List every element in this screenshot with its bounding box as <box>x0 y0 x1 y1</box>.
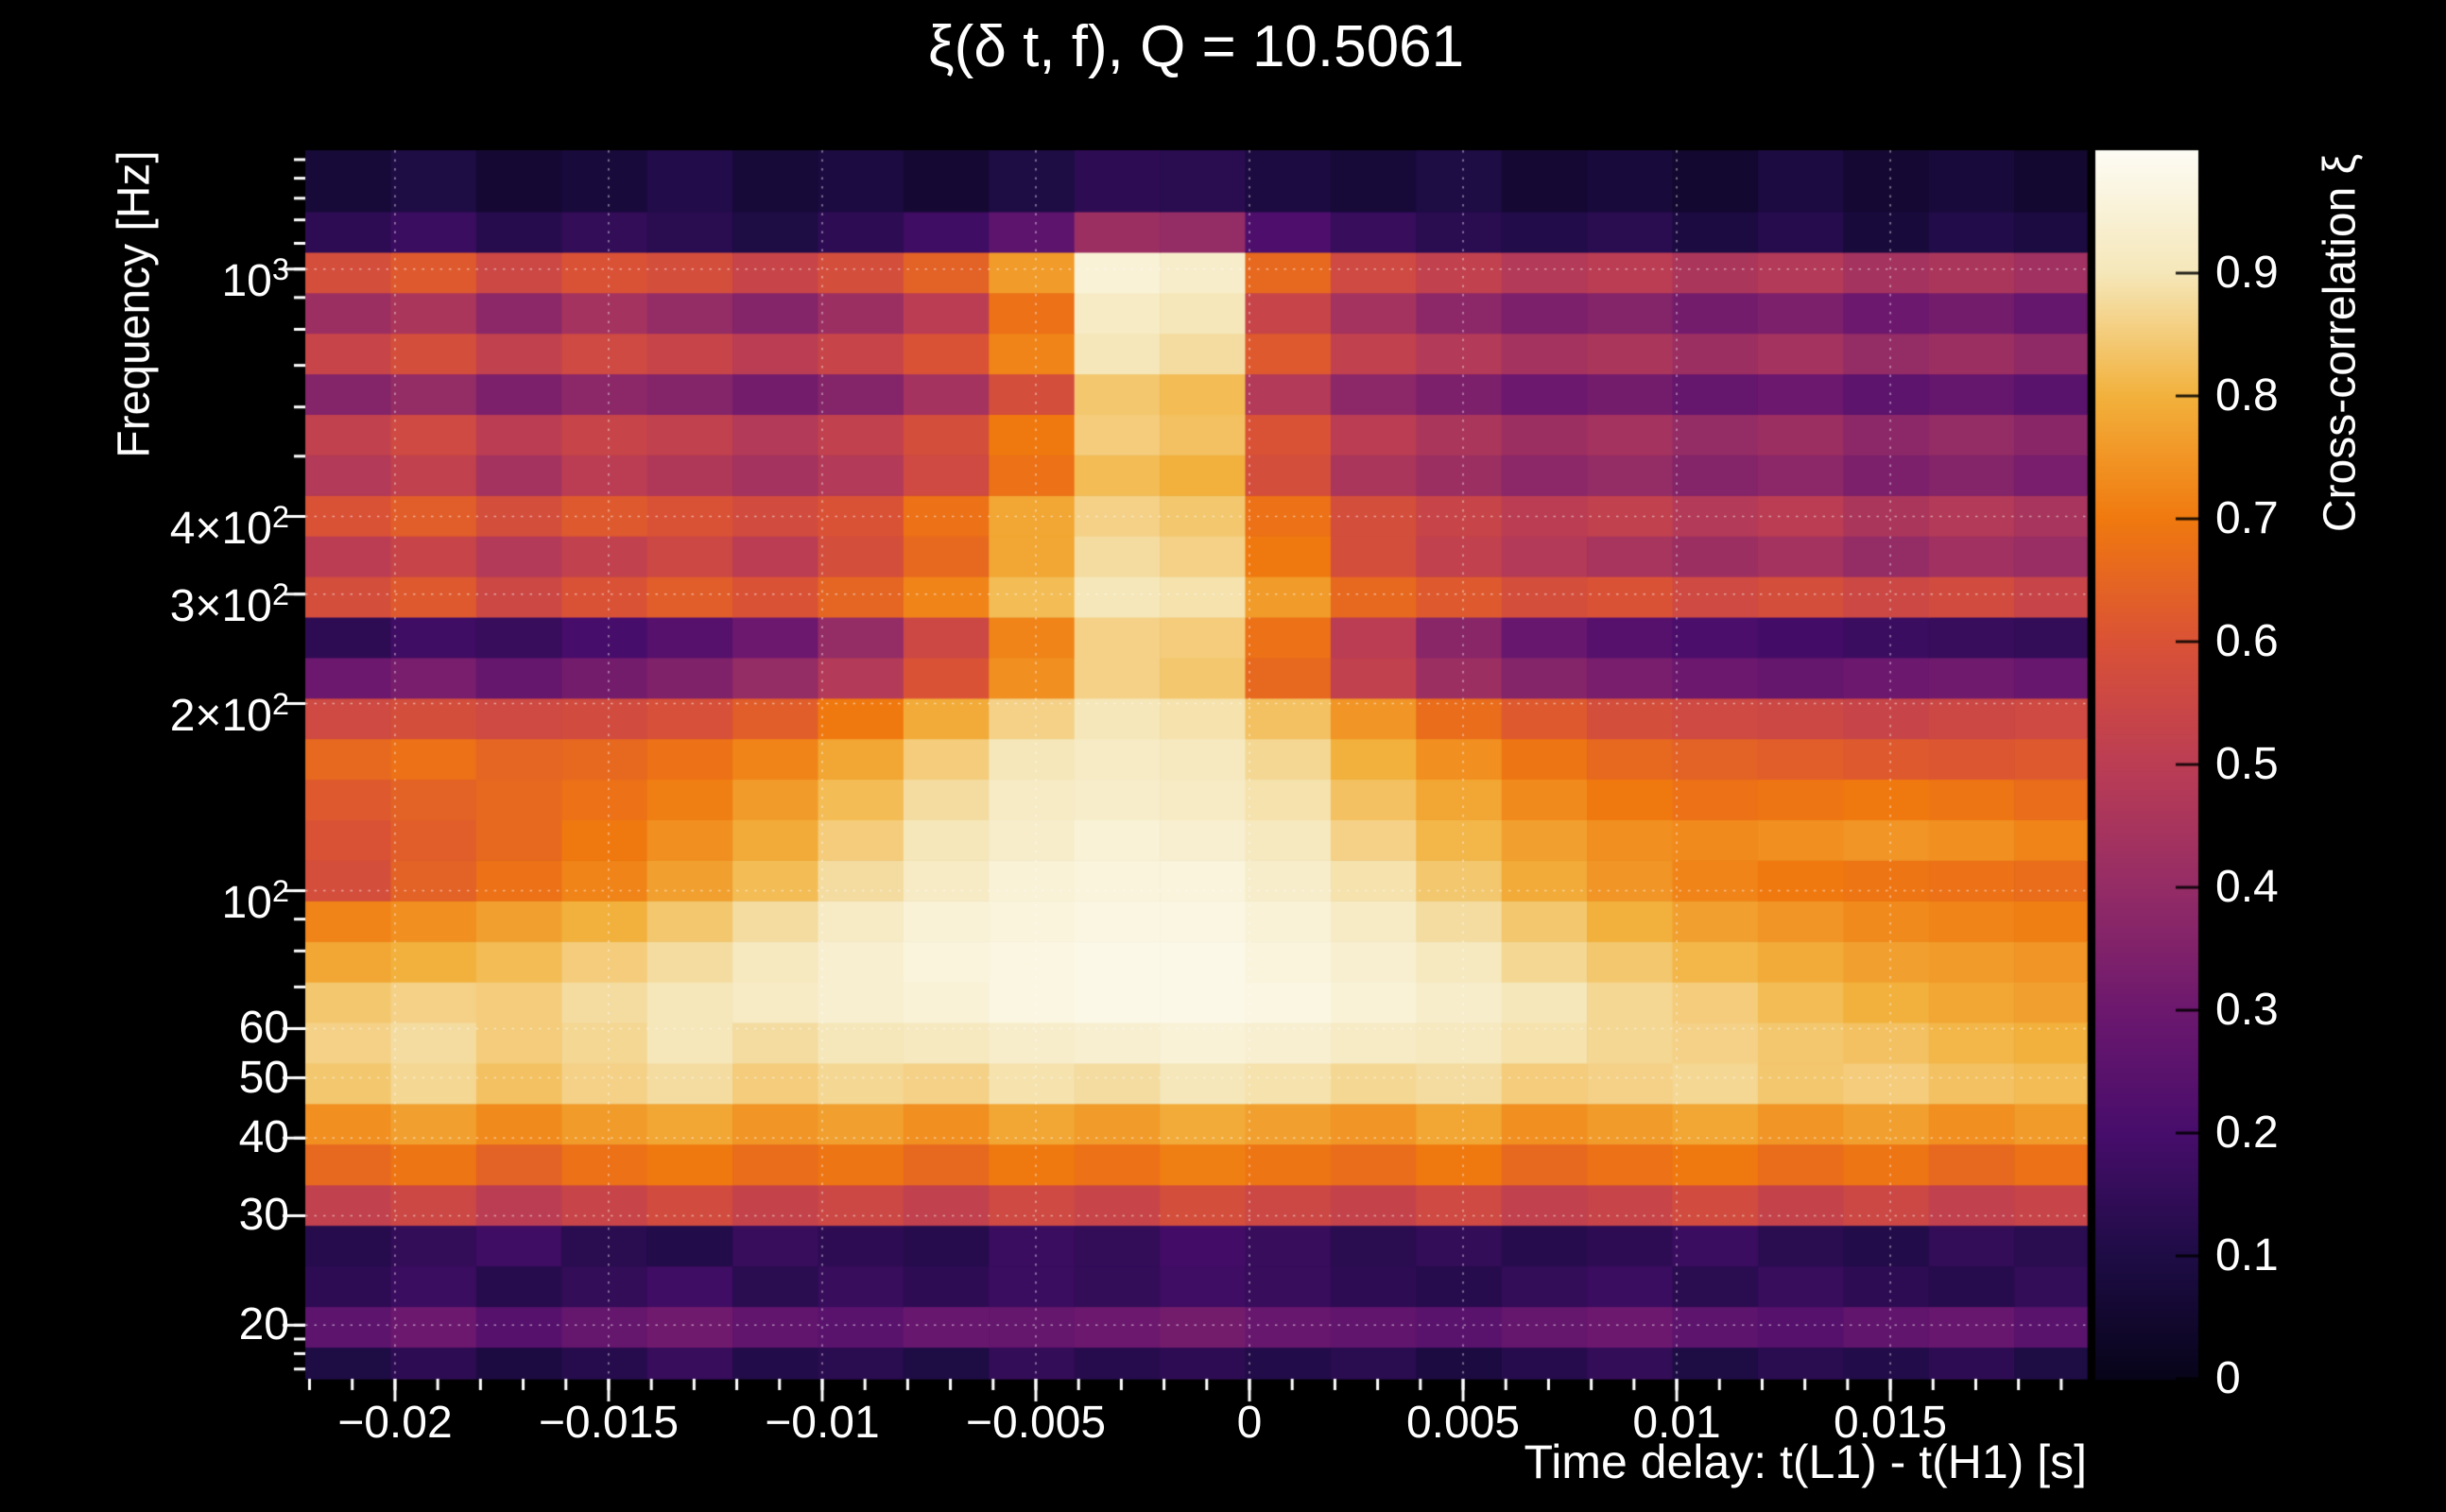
colorbar-tick-label: 0.5 <box>2215 739 2279 789</box>
x-tick-label: −0.02 <box>337 1398 453 1448</box>
y-tick-label: 50 <box>238 1052 289 1103</box>
colorbar-tick-label: 0.8 <box>2215 370 2279 421</box>
x-tick-label: −0.005 <box>965 1398 1107 1448</box>
colorbar-title: Cross-correlation ξ <box>2315 153 2366 533</box>
x-tick-label: 0 <box>1236 1398 1263 1448</box>
x-tick-label: −0.015 <box>538 1398 680 1448</box>
colorbar-tick-label: 0.1 <box>2215 1230 2279 1280</box>
x-tick-label: 0.01 <box>1632 1398 1721 1448</box>
x-tick-label: −0.01 <box>765 1398 880 1448</box>
colorbar-tick-label: 0.9 <box>2215 248 2279 298</box>
y-tick-label: 20 <box>238 1299 289 1350</box>
y-tick-label: 60 <box>238 1003 289 1054</box>
colorbar-tick-label: 0.4 <box>2215 862 2279 912</box>
x-tick-label: 0.005 <box>1405 1398 1521 1448</box>
y-tick-label: 30 <box>238 1190 289 1241</box>
x-axis-title: Time delay: t(L1) - t(H1) [s] <box>1524 1435 2087 1488</box>
y-tick-label: 2×102 <box>169 685 289 741</box>
plot-title: ξ(δ t, f), Q = 10.5061 <box>927 14 1465 79</box>
y-tick-label: 40 <box>238 1112 289 1163</box>
y-tick-label: 3×102 <box>169 576 289 631</box>
y-tick-label: 4×102 <box>169 498 289 554</box>
x-tick-label: 0.015 <box>1833 1398 1948 1448</box>
colorbar-tick-label: 0.2 <box>2215 1108 2279 1158</box>
colorbar-tick-label: 0 <box>2215 1353 2241 1403</box>
colorbar-tick-label: 0.3 <box>2215 985 2279 1035</box>
y-tick-label: 103 <box>221 250 289 306</box>
y-tick-label: 102 <box>221 872 289 928</box>
colorbar-tick-label: 0.6 <box>2215 616 2279 666</box>
colorbar-tick-label: 0.7 <box>2215 493 2279 543</box>
